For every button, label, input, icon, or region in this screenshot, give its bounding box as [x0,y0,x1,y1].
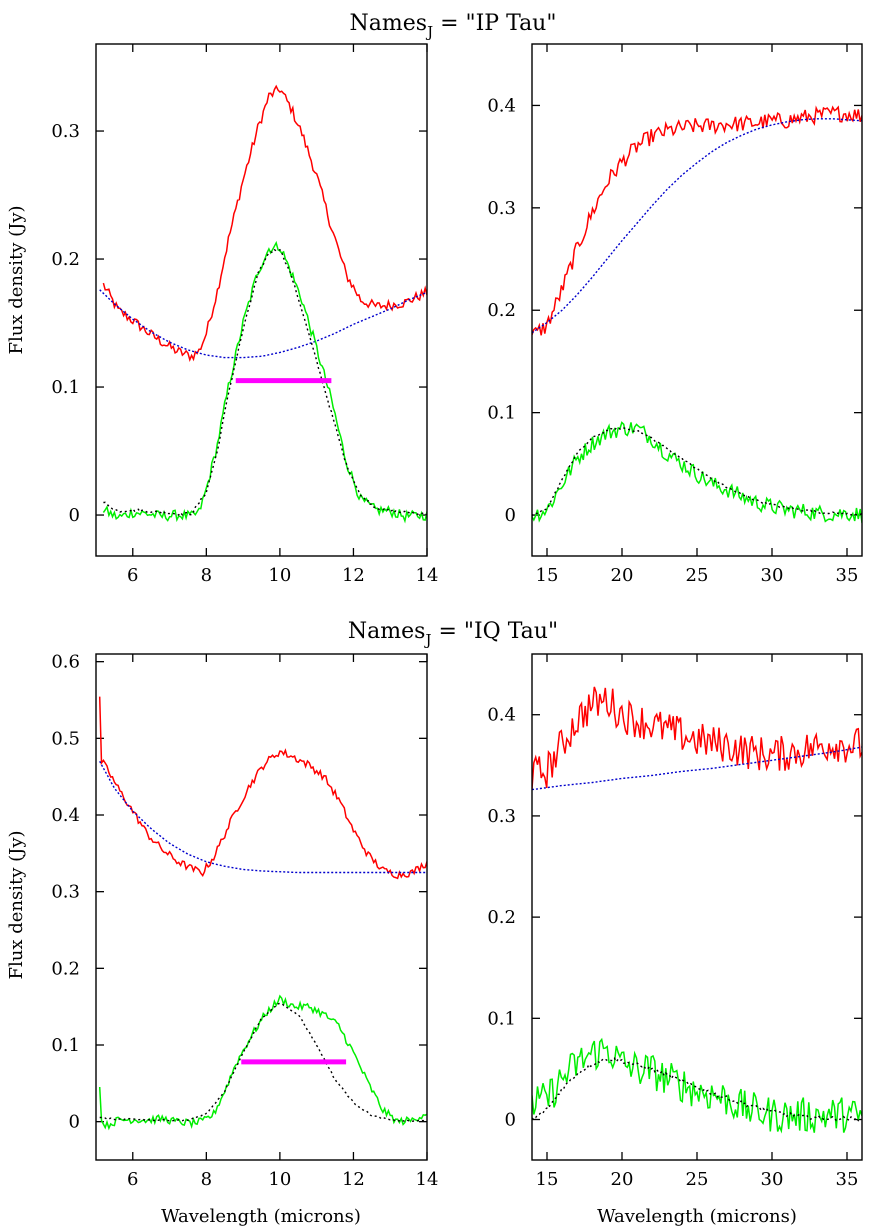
x-tick-label: 8 [201,565,212,586]
y-tick-label: 0.2 [487,300,516,321]
x-tick-label: 20 [611,565,634,586]
x-tick-label: 15 [536,1169,559,1190]
y-tick-label: 0.1 [51,377,80,398]
y-tick-label: 0.1 [487,1008,516,1029]
x-tick-label: 6 [127,565,138,586]
y-tick-label: 0.1 [51,1035,80,1056]
title-iq-tau-rest: = "IQ Tau" [431,619,558,644]
series-continuum [532,118,862,334]
plot-frame [95,653,428,1161]
title-ip-tau: NamesJ = "IP Tau" [350,11,557,41]
series-model [99,1002,427,1123]
panel-iq-tau-long: 15 20 25 30 35 0 0.1 0.2 0.3 0.4 [487,653,863,1190]
plot-frame [531,653,863,1161]
xlabel-bottom-right: Wavelength (microns) [597,1206,797,1227]
y-tick-label: 0.3 [487,198,516,219]
series-observed [102,84,427,362]
series-residual [532,1037,862,1134]
x-tick-label: 12 [342,1169,365,1190]
y-tick-label: 0 [69,1112,80,1133]
series-model [103,248,427,516]
x-tick-label: 35 [836,1169,859,1190]
plot-frame [95,43,428,557]
title-iq-tau-sub: J [423,631,431,649]
y-tick-label: 0.4 [51,805,80,826]
series-residual [102,240,427,524]
panel-ip-tau-short: 6 8 10 12 14 0 0.1 0.2 0.3 [51,43,439,586]
x-tick-label: 10 [268,565,291,586]
y-tick-label: 0.4 [487,95,516,116]
title-ip-tau-rest: = "IP Tau" [433,11,556,36]
series-continuum [99,289,426,359]
y-tick-label: 0 [69,505,80,526]
y-tick-label: 0.2 [51,249,80,270]
title-ip-tau-main: Names [350,11,428,36]
y-tick-label: 0.6 [51,652,80,673]
series-continuum [99,760,426,874]
y-tick-label: 0.3 [51,121,80,142]
plot-frame [531,43,863,557]
x-tick-label: 15 [536,565,559,586]
y-tick-label: 0.1 [487,403,516,424]
panel-ip-tau-long: 15 20 25 30 35 0 0.1 0.2 0.3 0.4 [487,43,863,586]
x-tick-label: 6 [127,1169,138,1190]
x-tick-label: 30 [761,565,784,586]
series-observed [98,696,427,880]
x-tick-label: 14 [416,1169,439,1190]
series-observed [532,686,862,790]
ylabel-bottom: Flux density (Jy) [6,830,27,979]
x-tick-label: 8 [201,1169,212,1190]
x-tick-label: 12 [342,565,365,586]
x-tick-label: 10 [268,1169,291,1190]
series-residual [532,421,862,524]
series-model [532,1057,862,1123]
y-tick-label: 0.5 [51,728,80,749]
y-tick-label: 0 [505,505,516,526]
y-tick-label: 0.2 [51,958,80,979]
x-tick-label: 25 [686,565,709,586]
x-tick-label: 14 [416,565,439,586]
x-tick-label: 25 [686,1169,709,1190]
ylabel-top: Flux density (Jy) [6,205,27,354]
x-tick-label: 30 [761,1169,784,1190]
x-tick-label: 20 [611,1169,634,1190]
series-observed [532,105,862,336]
panel-iq-tau-short: 6 8 10 12 14 0 0.1 0.2 0.3 0.4 0.5 0.6 [51,652,438,1190]
x-tick-label: 35 [836,565,859,586]
series-model [532,426,862,517]
title-iq-tau: NamesJ = "IQ Tau" [348,619,558,649]
y-tick-label: 0.2 [487,907,516,928]
title-ip-tau-sub: J [425,23,433,41]
title-iq-tau-main: Names [348,619,426,644]
y-tick-label: 0.4 [487,705,516,726]
y-tick-label: 0 [505,1110,516,1131]
y-tick-label: 0.3 [487,806,516,827]
y-tick-label: 0.3 [51,882,80,903]
series-continuum [532,746,862,791]
xlabel-bottom-left: Wavelength (microns) [161,1206,361,1227]
